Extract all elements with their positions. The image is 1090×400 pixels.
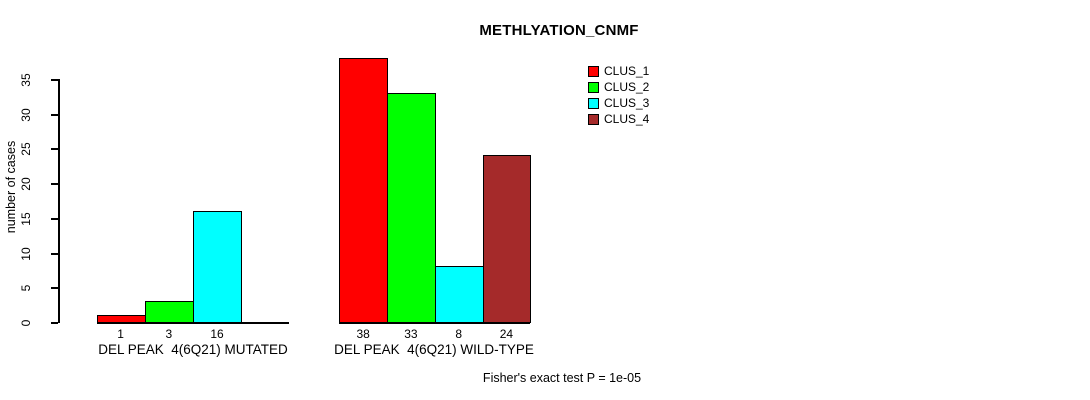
legend-item-clus-1: CLUS_1 [588, 64, 650, 78]
bar-value-label: 1 [117, 327, 124, 341]
legend-item-clus-3: CLUS_3 [588, 96, 650, 110]
bar-value-label: 24 [499, 327, 514, 341]
y-tick-label: 30 [19, 108, 33, 122]
bar-clus_2 [145, 301, 194, 323]
legend-swatch-clus-1 [588, 66, 599, 77]
legend-label-clus-1: CLUS_1 [604, 64, 650, 78]
y-tick-mark [51, 322, 58, 324]
bar-value-label: 38 [356, 327, 370, 341]
legend-label-clus-4: CLUS_4 [604, 112, 650, 126]
y-tick-label: 0 [19, 319, 33, 327]
y-tick-label: 15 [19, 212, 33, 226]
bar-clus_2 [387, 93, 436, 323]
legend: CLUS_1 CLUS_2 CLUS_3 CLUS_4 [588, 64, 650, 130]
legend-swatch-clus-2 [588, 82, 599, 93]
y-tick-mark [51, 183, 58, 185]
chart-title: METHLYATION_CNMF [479, 22, 639, 39]
bar-value-label: 33 [404, 327, 418, 341]
group-label-mutated: DEL PEAK 4(6Q21) MUTATED [98, 342, 288, 357]
legend-swatch-clus-3 [588, 98, 599, 109]
legend-item-clus-2: CLUS_2 [588, 80, 650, 94]
y-tick-mark [51, 218, 58, 220]
legend-item-clus-4: CLUS_4 [588, 112, 650, 126]
y-tick-mark [51, 114, 58, 116]
bar-clus_3 [193, 211, 242, 323]
y-tick-label: 5 [19, 284, 33, 292]
group-label-wildtype: DEL PEAK 4(6Q21) WILD-TYPE [334, 342, 534, 357]
y-tick-mark [51, 148, 58, 150]
bar-value-label: 16 [210, 327, 224, 341]
footnote-stat-test: Fisher's exact test P = 1e-05 [482, 371, 642, 385]
legend-label-clus-3: CLUS_3 [604, 96, 650, 110]
y-tick-label: 20 [19, 177, 33, 191]
y-tick-label: 25 [19, 142, 33, 156]
y-axis-line [58, 79, 60, 323]
legend-swatch-clus-4 [588, 114, 599, 125]
y-tick-mark [51, 253, 58, 255]
bar-clus_4 [483, 155, 531, 323]
bar-value-label: 3 [165, 327, 173, 341]
bar-clus_1 [97, 315, 146, 323]
legend-label-clus-2: CLUS_2 [604, 80, 650, 94]
bar-clus_3 [435, 266, 484, 323]
y-tick-label: 35 [19, 73, 33, 87]
y-axis-label: number of cases [4, 140, 18, 234]
bar-clus_1 [339, 58, 388, 323]
bar-value-label: 8 [455, 327, 463, 341]
y-tick-mark [51, 287, 58, 289]
y-tick-label: 10 [19, 247, 33, 261]
y-tick-mark [51, 79, 58, 81]
